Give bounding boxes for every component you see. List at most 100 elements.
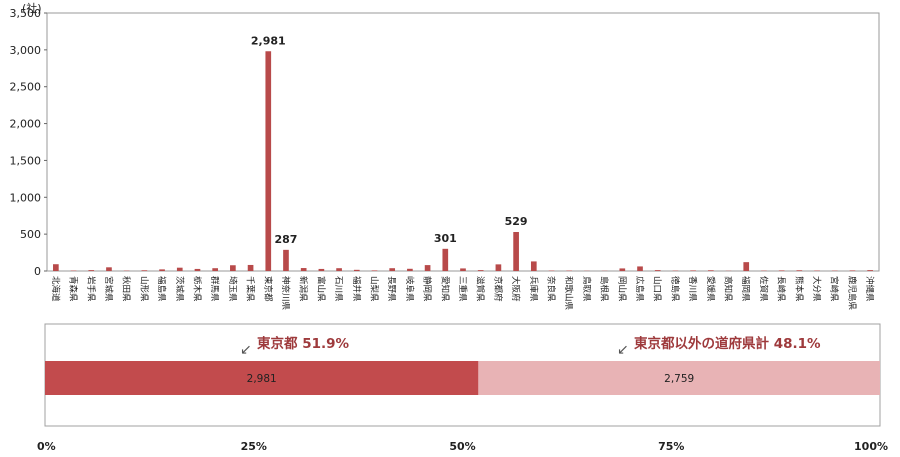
x-tick-label: 愛知県 [439, 276, 450, 302]
x-tick-label: 栃木県 [191, 276, 202, 302]
x-tick-label: 島根県 [599, 276, 610, 302]
x-tick-label: 和歌山県 [563, 276, 574, 311]
x-tick-label: 大分県 [811, 276, 822, 302]
x-tick-label: 東京都 [262, 276, 273, 302]
bar-9 [194, 268, 201, 271]
bar-10 [212, 268, 219, 271]
x-tick-label: 愛媛県 [705, 276, 716, 302]
y-tick-label: 2,000 [10, 118, 42, 131]
x-tick-label: 鳥取県 [581, 276, 592, 302]
x-tick-label: 山口県 [652, 276, 663, 302]
bar-16 [318, 268, 325, 271]
x-tick-label: 静岡県 [422, 276, 433, 302]
y-tick-label: 2,500 [10, 81, 42, 94]
x-tick-label: 秋田県 [121, 276, 132, 302]
x-tick-label: 香川県 [687, 276, 698, 302]
bar-28 [530, 261, 537, 271]
x-tick-label: 兵庫県 [528, 276, 539, 302]
x-tick-label: 鹿児島県 [846, 276, 857, 311]
x-tick-label: 富山県 [315, 276, 326, 302]
bar-11 [230, 265, 236, 271]
bar-22 [424, 265, 431, 271]
bar-12 [247, 264, 254, 271]
segment-2 [478, 361, 880, 395]
share-x-axis: 0% 25% 50% 75% 100% [37, 440, 888, 453]
segment-value-label: 2,759 [664, 373, 694, 385]
x-tick-label: 高知県 [723, 276, 734, 302]
bar-25 [477, 270, 484, 271]
x-tick-label: 山形県 [138, 276, 149, 302]
x-tick-label: 埼玉県 [227, 276, 238, 302]
bar-15 [300, 268, 307, 271]
bar-23 [442, 248, 449, 271]
x-tick-label: 徳島県 [669, 276, 680, 302]
x-tick-label: 滋賀県 [475, 276, 486, 302]
share-stacked-bar: 2,981 ↙ 東京都 51.9% 2,759 ↙ 東京都以外の道府県計 48.1% 0%… [37, 323, 888, 453]
share-segments: 2,981 ↙ 東京都 51.9% 2,759 ↙ 東京都以外の道府県計 48.1% [45, 335, 880, 395]
share-x-tick-label: 75% [658, 440, 684, 453]
arrow-icon: ↙ [617, 342, 629, 358]
x-tick-label: 群馬県 [209, 276, 220, 302]
plot-frame [46, 12, 880, 272]
x-tick-label: 福岡県 [740, 276, 751, 302]
bar-42 [778, 270, 785, 271]
x-tick-label: 長野県 [386, 276, 396, 302]
segment-value-label: 2,981 [247, 373, 277, 385]
x-tick-label: 三重県 [457, 276, 468, 302]
arrow-icon: ↙ [240, 342, 252, 358]
x-tick-label: 石川県 [333, 276, 343, 302]
data-labels: 2,981 287 301 529 [251, 34, 528, 246]
data-label: 301 [434, 232, 457, 245]
y-axis: 0 500 1,000 1,500 2,000 2,500 3,000 3,500 [10, 7, 47, 278]
bar-43 [796, 270, 803, 271]
x-tick-label: 青森県 [68, 276, 79, 302]
y-tick-label: 1,000 [10, 191, 42, 204]
bar-46 [849, 270, 856, 271]
share-x-tick-label: 100% [854, 440, 888, 453]
y-tick-label: 500 [20, 228, 41, 241]
y-tick-label: 3,500 [10, 7, 42, 20]
bar-7 [159, 269, 165, 271]
bar-24 [460, 268, 466, 271]
bar-19 [371, 270, 378, 271]
bar-4 [106, 267, 112, 271]
data-label: 2,981 [251, 34, 286, 47]
x-tick-label: 宮城県 [103, 276, 114, 302]
bar-17 [336, 268, 342, 271]
bar-21 [407, 268, 413, 271]
bar-47 [867, 270, 873, 271]
bar-18 [353, 269, 360, 271]
y-unit-label: (社) [22, 1, 42, 15]
data-label: 287 [274, 233, 297, 246]
x-tick-label: 京都府 [492, 276, 503, 302]
bar-26 [495, 264, 502, 271]
bar-8 [176, 267, 183, 271]
bar-3 [88, 270, 95, 271]
bar-38 [707, 270, 714, 271]
x-tick-label: 岡山県 [616, 276, 627, 302]
x-tick-label: 新潟県 [298, 276, 309, 302]
bar-33 [619, 268, 626, 271]
bar-13 [265, 51, 272, 271]
share-x-tick-label: 25% [241, 440, 267, 453]
bar-14 [283, 249, 289, 271]
share-x-tick-label: 50% [449, 440, 475, 453]
x-tick-label: 熊本県 [793, 276, 804, 302]
bar-40 [743, 262, 750, 271]
x-tick-label: 沖縄県 [864, 276, 875, 302]
y-tick-label: 0 [34, 265, 41, 278]
segment-annotation: 東京都 51.9% [257, 335, 350, 352]
x-tick-label: 岐阜県 [404, 276, 415, 302]
bar-series [53, 51, 873, 271]
prefecture-bar-chart: (社) 0 500 1,000 1,500 2,000 2,500 3,000 3,500 北… [10, 1, 880, 311]
x-tick-label: 大阪府 [510, 276, 521, 302]
bar-35 [654, 270, 661, 271]
x-tick-label: 千葉県 [245, 276, 256, 302]
x-tick-label: 山梨県 [368, 276, 379, 302]
x-tick-label: 北海道 [50, 276, 61, 302]
x-tick-label: 岩手県 [85, 276, 96, 302]
x-tick-label: 福井県 [351, 276, 362, 302]
x-tick-label: 神奈川県 [280, 276, 291, 311]
bar-6 [141, 270, 148, 271]
